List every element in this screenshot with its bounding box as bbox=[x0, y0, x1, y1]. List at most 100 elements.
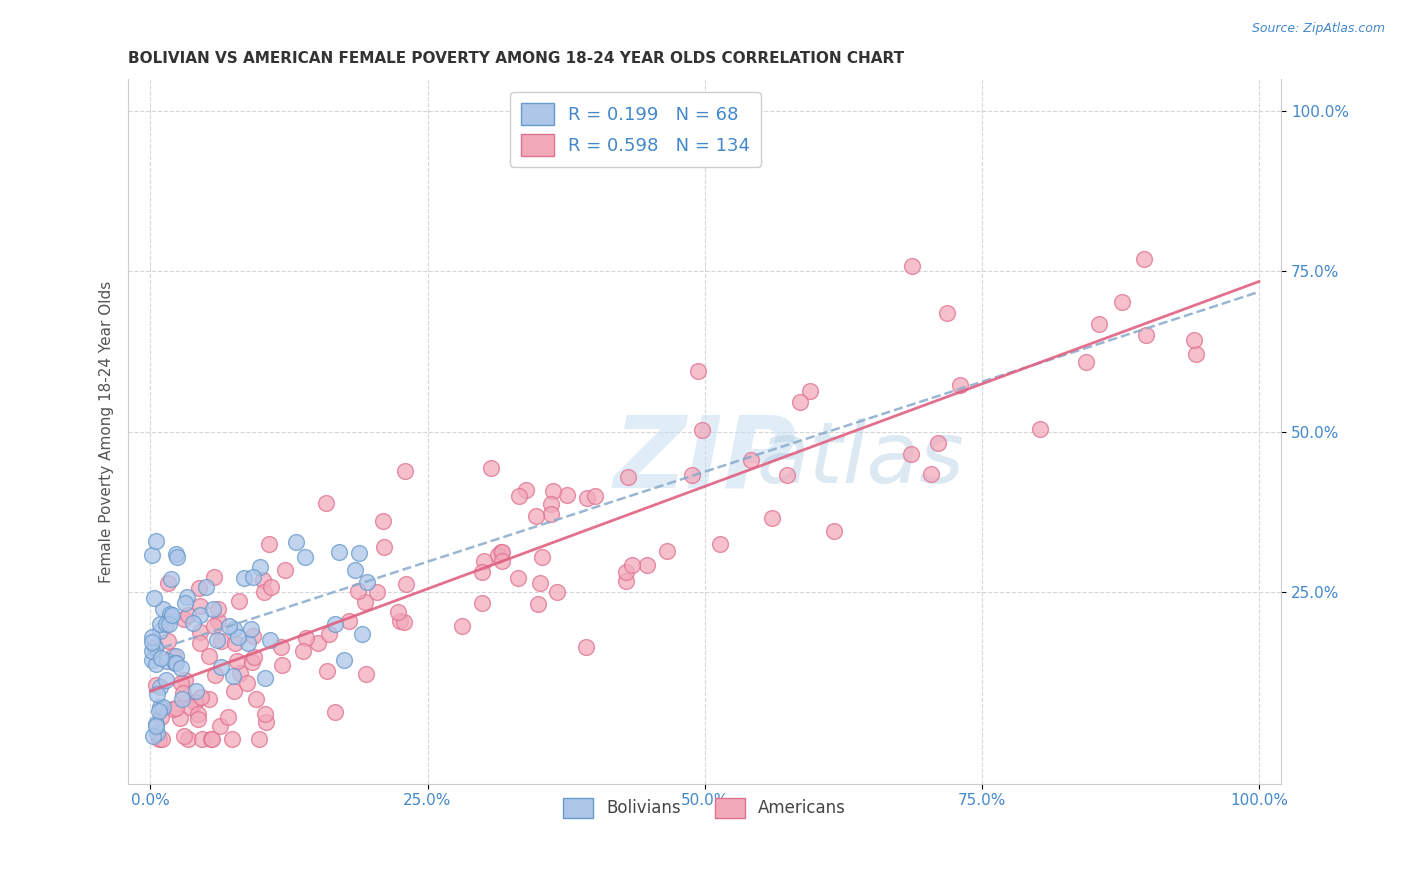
Point bbox=[740, 453, 762, 467]
Point bbox=[253, 706, 276, 721]
Point bbox=[257, 537, 280, 551]
Text: ZIP: ZIP bbox=[613, 411, 796, 508]
Point bbox=[141, 644, 163, 658]
Point bbox=[555, 488, 578, 502]
Point bbox=[143, 591, 166, 605]
Point bbox=[527, 597, 550, 611]
Point bbox=[294, 632, 316, 646]
Point bbox=[152, 700, 174, 714]
Point bbox=[489, 544, 512, 558]
Point bbox=[285, 534, 308, 549]
Y-axis label: Female Poverty Among 18-24 Year Olds: Female Poverty Among 18-24 Year Olds bbox=[100, 280, 114, 582]
Point bbox=[146, 726, 169, 740]
Point bbox=[323, 705, 346, 719]
Point bbox=[508, 489, 530, 503]
Point bbox=[187, 712, 209, 726]
Point bbox=[1074, 354, 1097, 368]
Point bbox=[169, 661, 191, 675]
Point bbox=[176, 731, 198, 746]
Text: Source: ZipAtlas.com: Source: ZipAtlas.com bbox=[1251, 22, 1385, 36]
Point bbox=[228, 630, 250, 644]
Point bbox=[394, 615, 416, 629]
Point bbox=[515, 483, 537, 497]
Point bbox=[166, 549, 188, 564]
Point bbox=[920, 467, 942, 481]
Point bbox=[471, 565, 494, 579]
Point bbox=[181, 616, 204, 631]
Point bbox=[270, 640, 292, 654]
Point bbox=[202, 570, 225, 584]
Point bbox=[531, 550, 554, 565]
Point bbox=[156, 654, 179, 668]
Point bbox=[366, 585, 388, 599]
Point bbox=[224, 684, 246, 698]
Point bbox=[170, 675, 193, 690]
Point bbox=[157, 576, 180, 591]
Point bbox=[143, 640, 166, 655]
Point bbox=[245, 692, 267, 706]
Legend: Bolivians, Americans: Bolivians, Americans bbox=[557, 791, 852, 825]
Point bbox=[172, 686, 194, 700]
Point bbox=[356, 667, 378, 681]
Point bbox=[207, 601, 229, 615]
Point bbox=[274, 563, 297, 577]
Point bbox=[145, 678, 167, 692]
Point bbox=[202, 619, 225, 633]
Point bbox=[141, 635, 163, 649]
Point bbox=[222, 622, 245, 636]
Point bbox=[387, 605, 409, 619]
Point bbox=[155, 673, 177, 688]
Point bbox=[799, 384, 821, 398]
Point bbox=[315, 496, 337, 510]
Point bbox=[236, 636, 259, 650]
Point bbox=[259, 633, 281, 648]
Point bbox=[186, 684, 208, 698]
Point bbox=[209, 660, 232, 674]
Point bbox=[681, 468, 703, 483]
Point bbox=[173, 596, 195, 610]
Point bbox=[184, 695, 207, 709]
Point bbox=[471, 596, 494, 610]
Point bbox=[1111, 295, 1133, 310]
Point bbox=[900, 260, 922, 274]
Point bbox=[188, 608, 211, 623]
Point bbox=[260, 581, 283, 595]
Point bbox=[145, 657, 167, 672]
Point bbox=[228, 666, 250, 681]
Point bbox=[152, 601, 174, 615]
Point bbox=[789, 395, 811, 409]
Point bbox=[222, 669, 245, 683]
Point bbox=[373, 514, 395, 528]
Point bbox=[900, 447, 922, 461]
Point bbox=[156, 634, 179, 648]
Point bbox=[529, 575, 551, 590]
Point bbox=[148, 731, 170, 746]
Point bbox=[575, 491, 598, 505]
Point bbox=[249, 560, 271, 574]
Point bbox=[450, 619, 472, 633]
Point bbox=[200, 731, 222, 746]
Text: BOLIVIAN VS AMERICAN FEMALE POVERTY AMONG 18-24 YEAR OLDS CORRELATION CHART: BOLIVIAN VS AMERICAN FEMALE POVERTY AMON… bbox=[128, 51, 904, 66]
Point bbox=[145, 719, 167, 733]
Point bbox=[318, 627, 340, 641]
Point bbox=[188, 581, 211, 595]
Point bbox=[486, 549, 509, 563]
Point bbox=[149, 700, 172, 714]
Point bbox=[141, 653, 163, 667]
Point bbox=[183, 695, 205, 709]
Point bbox=[692, 423, 714, 437]
Point bbox=[176, 607, 198, 622]
Point bbox=[202, 601, 225, 615]
Point bbox=[201, 731, 224, 746]
Point bbox=[294, 549, 316, 564]
Text: atlas: atlas bbox=[756, 418, 965, 501]
Point bbox=[935, 305, 957, 319]
Point bbox=[1182, 333, 1205, 347]
Point bbox=[491, 554, 513, 568]
Point bbox=[242, 570, 264, 584]
Point bbox=[159, 572, 181, 586]
Point bbox=[637, 558, 659, 572]
Point bbox=[165, 649, 187, 664]
Point bbox=[150, 731, 173, 746]
Point bbox=[347, 545, 370, 559]
